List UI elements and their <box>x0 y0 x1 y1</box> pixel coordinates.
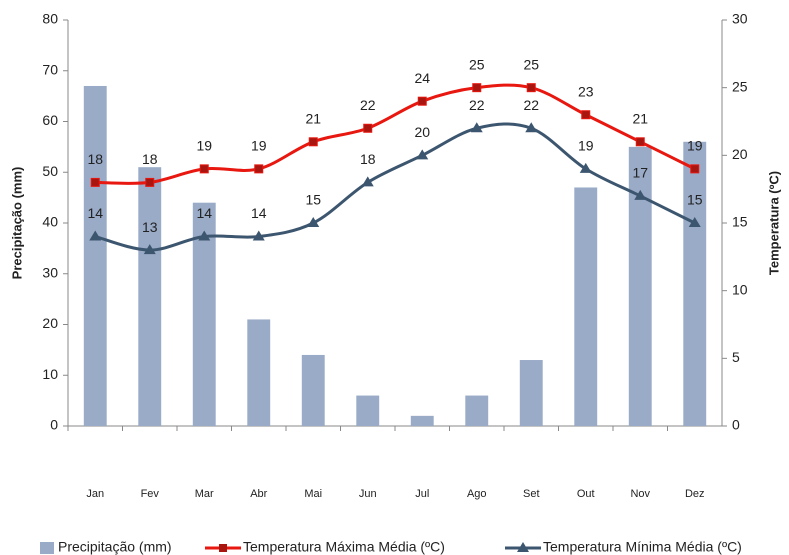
y2-tick-label: 5 <box>732 349 740 365</box>
marker <box>417 96 427 106</box>
data-label: 14 <box>87 205 103 221</box>
bar <box>465 395 489 426</box>
marker <box>143 244 156 255</box>
marker <box>363 123 373 133</box>
data-label: 19 <box>578 138 594 154</box>
marker <box>254 164 264 174</box>
marker <box>472 83 482 93</box>
marker <box>89 230 102 241</box>
y-tick-label: 60 <box>42 112 58 128</box>
y-tick-label: 40 <box>42 214 58 230</box>
marker <box>199 164 209 174</box>
legend-swatch <box>40 542 54 554</box>
marker <box>690 164 700 174</box>
marker <box>307 217 320 227</box>
x-tick-label: Mai <box>304 488 322 500</box>
y2-tick-label: 25 <box>732 78 748 94</box>
y-tick-label: 0 <box>50 417 58 433</box>
y2-tick-label: 0 <box>732 417 740 433</box>
bar <box>192 202 216 426</box>
x-tick-label: Ago <box>467 488 487 500</box>
data-label: 19 <box>251 138 267 154</box>
data-label: 14 <box>251 205 267 221</box>
legend-marker <box>219 544 227 552</box>
bar <box>410 415 434 426</box>
x-tick-label: Set <box>523 488 540 500</box>
data-label: 22 <box>360 97 376 113</box>
marker <box>579 162 592 173</box>
data-label: 15 <box>687 192 703 208</box>
data-label: 22 <box>523 97 539 113</box>
marker <box>470 122 483 133</box>
data-label: 13 <box>142 219 158 235</box>
line <box>95 83 696 185</box>
y-tick-label: 20 <box>42 315 58 331</box>
y2-tick-label: 20 <box>732 146 748 162</box>
marker <box>145 177 155 187</box>
data-label: 14 <box>196 205 212 221</box>
marker <box>308 137 318 147</box>
y-tick-label: 80 <box>42 11 58 27</box>
legend-label: Temperatura Máxima Média (ºC) <box>243 539 445 555</box>
bar <box>519 360 543 426</box>
data-label: 25 <box>469 56 485 72</box>
data-label: 18 <box>87 151 103 167</box>
data-label: 21 <box>632 111 648 127</box>
data-label: 18 <box>360 151 376 167</box>
data-label: 18 <box>142 151 158 167</box>
line <box>94 122 696 252</box>
data-label: 19 <box>196 138 212 154</box>
data-label: 21 <box>305 111 321 127</box>
bar <box>574 187 598 426</box>
x-tick-label: Mar <box>195 488 214 500</box>
marker <box>90 177 100 187</box>
bar <box>83 85 107 426</box>
bar <box>628 146 652 426</box>
y-tick-label: 50 <box>42 163 58 179</box>
bar <box>683 141 707 427</box>
x-tick-label: Jul <box>415 488 429 500</box>
data-label: 20 <box>414 124 430 140</box>
marker <box>581 110 591 120</box>
x-tick-label: Dez <box>685 488 705 500</box>
bar <box>247 319 271 426</box>
legend-label: Precipitação (mm) <box>58 539 172 555</box>
marker <box>526 83 536 93</box>
marker <box>634 189 647 200</box>
x-tick-label: Out <box>577 488 595 500</box>
marker <box>198 230 211 241</box>
data-label: 25 <box>523 56 539 72</box>
bar <box>138 167 162 427</box>
data-label: 24 <box>414 70 430 86</box>
y2-tick-label: 30 <box>732 11 748 27</box>
data-label: 23 <box>578 83 594 99</box>
y-tick-label: 10 <box>42 366 58 382</box>
data-label: 17 <box>632 165 648 181</box>
x-tick-label: Abr <box>250 488 267 500</box>
marker <box>361 176 374 187</box>
marker <box>416 149 429 160</box>
x-tick-label: Jan <box>86 488 104 500</box>
legend-marker <box>517 542 529 552</box>
data-label: 15 <box>305 192 321 208</box>
legend-label: Temperatura Mínima Média (ºC) <box>543 539 742 555</box>
bar <box>301 354 325 426</box>
y-axis-title: Precipitação (mm) <box>9 167 24 280</box>
y-tick-label: 70 <box>42 61 58 77</box>
marker <box>635 137 645 147</box>
y2-axis-title: Temperatura (ºC) <box>766 171 781 275</box>
data-label: 22 <box>469 97 485 113</box>
marker <box>252 230 265 241</box>
x-tick-label: Fev <box>141 488 160 500</box>
y2-tick-label: 15 <box>732 214 748 230</box>
marker <box>525 122 538 133</box>
y2-tick-label: 10 <box>732 281 748 297</box>
data-label: 19 <box>687 138 703 154</box>
x-tick-label: Nov <box>630 488 650 500</box>
y-tick-label: 30 <box>42 264 58 280</box>
bar <box>356 395 380 426</box>
marker <box>688 217 701 227</box>
x-tick-label: Jun <box>359 488 377 500</box>
